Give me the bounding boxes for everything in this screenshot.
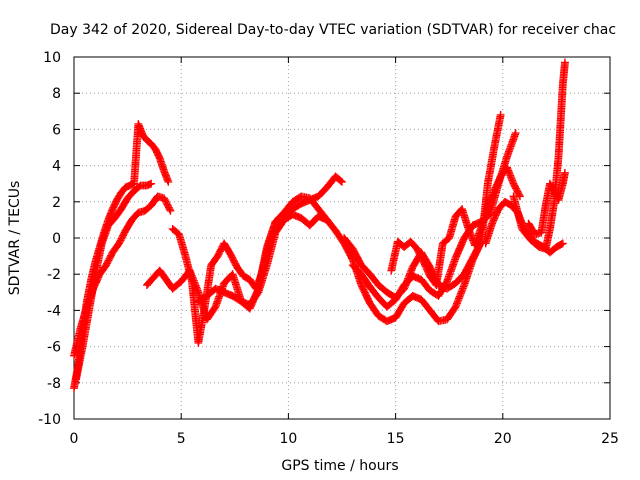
x-tick-label: 0 [70, 431, 79, 447]
axes [73, 56, 611, 420]
y-tick-label: 4 [52, 159, 61, 175]
x-axis-label: GPS time / hours [281, 458, 398, 474]
y-axis-label: SDTVAR / TECUs [7, 181, 23, 296]
y-tick-label: -2 [47, 267, 61, 283]
y-tick-label: 6 [52, 122, 61, 138]
data-point [496, 111, 505, 119]
tick-labels: 0 5 10 15 20 25 -10 -8 -6 -4 -2 0 2 4 6 8 10 [38, 50, 619, 447]
x-tick-label: 15 [387, 431, 405, 447]
trace-point [135, 182, 144, 191]
data-point [338, 177, 346, 186]
y-tick-label: -8 [47, 376, 61, 392]
y-tick-label: 2 [52, 195, 61, 211]
y-tick-label: 8 [52, 86, 61, 102]
y-tick-label: -10 [38, 412, 61, 428]
data-point [164, 177, 173, 186]
trace-point [557, 240, 566, 249]
data-point [561, 168, 569, 177]
data-point [558, 239, 567, 248]
chart-title: Day 342 of 2020, Sidereal Day-to-day VTE… [50, 22, 616, 38]
data-point [516, 192, 524, 201]
data-point [166, 206, 175, 215]
data-point [511, 129, 520, 137]
x-tick-label: 10 [279, 431, 297, 447]
x-tick-label: 25 [601, 431, 619, 447]
data-point [561, 58, 569, 67]
x-tick-label: 20 [494, 431, 512, 447]
y-tick-label: -4 [47, 303, 61, 319]
plot-frame [73, 56, 611, 420]
data-points [70, 58, 569, 393]
trace-point [336, 176, 345, 185]
data-point [147, 179, 156, 188]
x-tick-label: 5 [177, 431, 186, 447]
y-tick-label: 10 [43, 50, 61, 66]
y-tick-label: 0 [52, 231, 61, 247]
y-tick-label: -6 [47, 340, 61, 356]
